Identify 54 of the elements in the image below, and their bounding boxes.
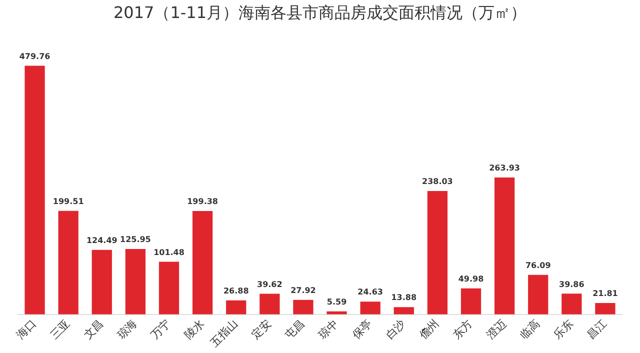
x-tick-label: 琼海: [114, 316, 140, 342]
bar: [394, 307, 414, 314]
data-label: 13.88: [391, 293, 417, 302]
bar: [125, 249, 146, 314]
data-label: 21.81: [592, 289, 618, 298]
x-tick-label: 临高: [518, 316, 542, 342]
bar: [494, 178, 515, 314]
x-tick-label: 海口: [14, 316, 39, 342]
x-tick-label: 东方: [450, 316, 476, 342]
x-tick-label: 乐东: [551, 316, 576, 342]
data-label: 5.59: [326, 298, 348, 307]
bar: [158, 262, 180, 314]
bar: [427, 190, 448, 314]
x-tick-label: 文昌: [81, 316, 106, 342]
x-tick-label: 屯昌: [282, 316, 308, 342]
bar: [226, 300, 246, 314]
x-tick-label: 澄迈: [484, 316, 509, 342]
data-label: 124.49: [86, 236, 118, 245]
bar: [24, 66, 45, 314]
x-tick-label: 琼中: [316, 316, 341, 342]
bar: [562, 294, 582, 314]
data-label: 49.98: [458, 274, 484, 284]
bar: [260, 294, 280, 314]
bar: [293, 300, 314, 314]
x-tick-label: 陵水: [182, 316, 207, 342]
data-label: 199.51: [52, 197, 84, 206]
x-tick-label: 三亚: [48, 316, 72, 342]
x-tick-label: 保亭: [350, 316, 374, 342]
data-label: 39.62: [257, 280, 282, 289]
bar: [192, 211, 213, 314]
data-label: 24.63: [358, 288, 383, 297]
data-label: 101.48: [154, 248, 185, 257]
x-tick-label: 白沙: [383, 316, 408, 342]
data-label: 39.86: [559, 280, 585, 289]
data-label: 199.38: [187, 197, 218, 206]
data-label: 27.92: [290, 286, 316, 295]
bar: [360, 302, 380, 314]
x-tick-label: 儋州: [416, 316, 442, 342]
data-label: 263.93: [489, 164, 520, 173]
bar: [92, 250, 112, 314]
bar: [460, 288, 482, 314]
data-label: 238.03: [422, 177, 453, 186]
x-tick-label: 五指山: [208, 316, 240, 350]
data-label: 26.88: [223, 286, 250, 296]
x-tick-label: 定安: [249, 316, 274, 342]
chart-title: 2017（1-11月）海南各县市商品房成交面积情况（万㎡）: [113, 2, 527, 22]
data-label: 76.09: [525, 260, 552, 270]
bar: [58, 210, 78, 314]
bar: [595, 303, 616, 314]
data-label: 479.76: [19, 52, 51, 61]
data-label: 125.95: [120, 235, 152, 244]
x-tick-label: 万宁: [148, 316, 174, 342]
x-tick-label: 昌江: [584, 316, 610, 342]
bar: [528, 274, 548, 314]
